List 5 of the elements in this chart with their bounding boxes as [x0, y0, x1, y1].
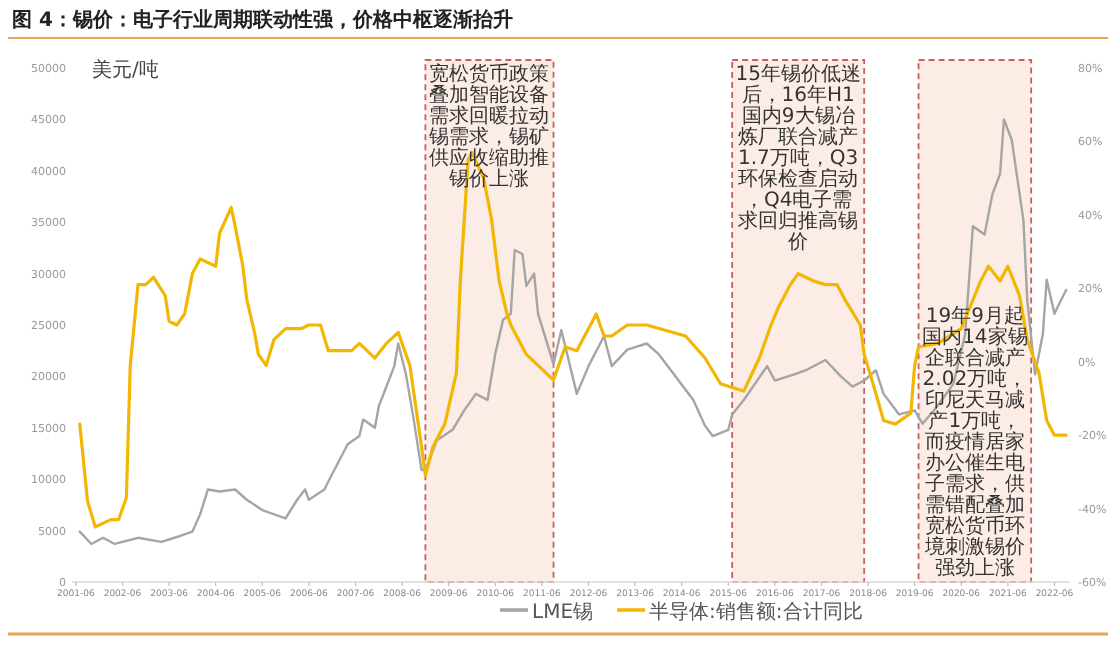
- legend-label: 半导体:销售额:合计同比: [649, 600, 863, 624]
- legend-label: LME锡: [532, 602, 594, 624]
- y-axis-title: 美元/吨: [92, 58, 159, 82]
- text: 15年锡价低迷后，16年H1国内9大锡冶炼厂联合减产1.7万吨，Q3环保检查启动，Q4电子需求回归推高锡价: [735, 64, 861, 254]
- chart-title: 图 4：锡价：电子行业周期联动性强，价格中枢逐渐抬升: [12, 8, 513, 32]
